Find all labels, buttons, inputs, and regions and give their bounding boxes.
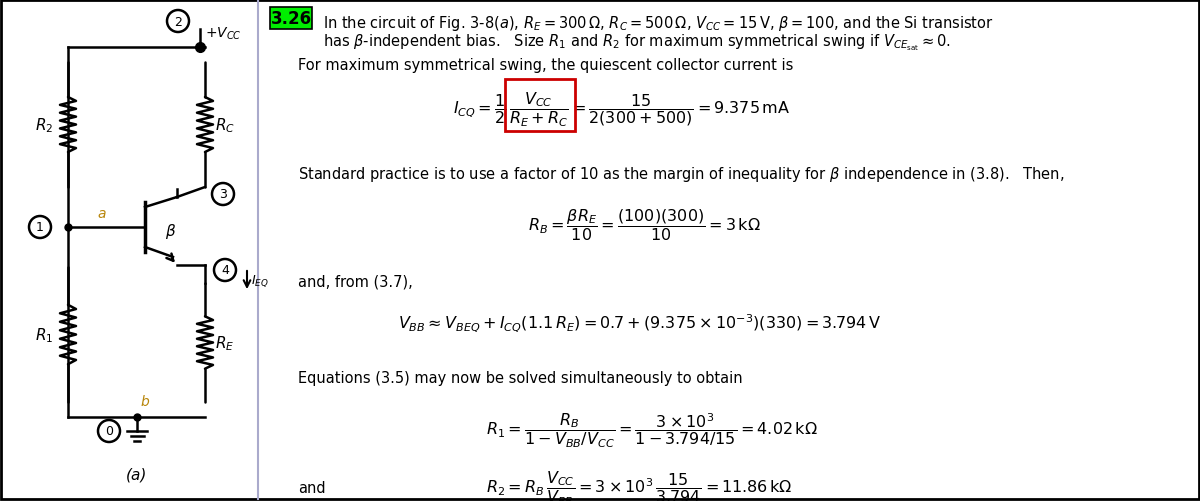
Text: 2: 2 [174,16,182,29]
Text: $R_1$: $R_1$ [35,326,53,344]
Text: $+ V_{CC}$: $+ V_{CC}$ [205,26,241,42]
Bar [270,8,312,30]
Text: $\beta$: $\beta$ [166,221,176,240]
Text: $R_C$: $R_C$ [215,116,235,135]
Text: has $\beta$-independent bias.   Size $R_1$ and $R_2$ for maximum symmetrical swi: has $\beta$-independent bias. Size $R_1$… [323,32,950,53]
Text: $R_E$: $R_E$ [215,334,235,352]
Text: Standard practice is to use a factor of 10 as the margin of inequality for $\bet: Standard practice is to use a factor of … [298,165,1064,184]
Text: $R_B = \dfrac{\beta R_E}{10} = \dfrac{(100)(300)}{10} = 3\,\mathrm{k}\Omega$: $R_B = \dfrac{\beta R_E}{10} = \dfrac{(1… [528,206,761,242]
Text: In the circuit of Fig. 3-8$(a)$, $R_E = 300\,\Omega$, $R_C = 500\,\Omega$, $V_{C: In the circuit of Fig. 3-8$(a)$, $R_E = … [323,14,994,33]
Text: and, from (3.7),: and, from (3.7), [298,275,413,290]
Text: Equations (3.5) may now be solved simultaneously to obtain: Equations (3.5) may now be solved simult… [298,370,743,385]
Text: 1: 1 [36,221,44,234]
Text: 3: 3 [220,188,227,201]
Text: 4: 4 [221,264,229,277]
Text: $R_1 = \dfrac{R_B}{1 - V_{BB}/V_{CC}} = \dfrac{3 \times 10^3}{1 - 3.794/15} = 4.: $R_1 = \dfrac{R_B}{1 - V_{BB}/V_{CC}} = … [486,411,818,449]
Text: 3.26: 3.26 [270,10,312,28]
Text: and: and [298,480,325,495]
Text: $I_{EQ}$: $I_{EQ}$ [251,273,269,288]
Text: a: a [97,206,106,220]
Text: (a): (a) [126,467,148,482]
Text: $I_{CQ} = \dfrac{1}{2}\,\dfrac{V_{CC}}{R_E + R_C} = \dfrac{15}{2(300+500)} = 9.3: $I_{CQ} = \dfrac{1}{2}\,\dfrac{V_{CC}}{R… [454,91,791,129]
Text: $V_{BB} \approx V_{BEQ} + I_{CQ}(1.1\,R_E) = 0.7 + (9.375 \times 10^{-3})(330) =: $V_{BB} \approx V_{BEQ} + I_{CQ}(1.1\,R_… [398,312,882,333]
Text: 0: 0 [106,425,113,438]
Text: $R_2 = R_B\,\dfrac{V_{CC}}{V_{BB}} = 3 \times 10^3\,\dfrac{15}{3.794} = 11.86\,\: $R_2 = R_B\,\dfrac{V_{CC}}{V_{BB}} = 3 \… [486,469,792,501]
Bar [505,80,575,132]
Text: b: b [140,394,149,408]
Text: $R_2$: $R_2$ [35,116,53,135]
Text: For maximum symmetrical swing, the quiescent collector current is: For maximum symmetrical swing, the quies… [298,58,793,73]
